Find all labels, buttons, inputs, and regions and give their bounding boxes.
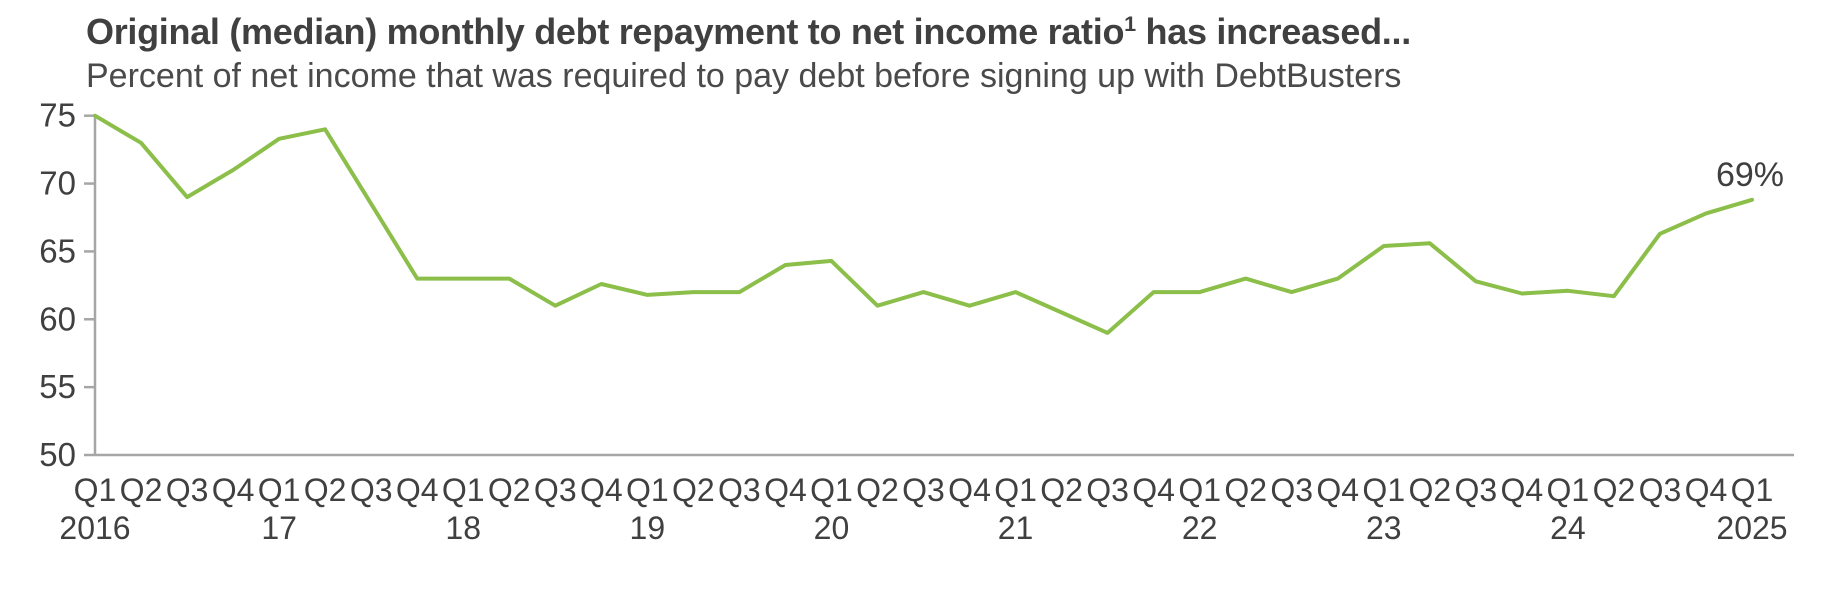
chart-title: Original (median) monthly debt repayment… bbox=[86, 13, 1411, 51]
y-axis-tick-label: 50 bbox=[39, 436, 76, 473]
x-axis-quarter-label: Q2 bbox=[672, 472, 715, 508]
y-axis-tick-label: 70 bbox=[39, 165, 76, 202]
x-axis-quarter-label: Q3 bbox=[1086, 472, 1129, 508]
x-axis-year-label: 24 bbox=[1550, 510, 1586, 546]
chart-title-suffix: has increased... bbox=[1135, 11, 1412, 52]
x-axis-quarter-label: Q1 bbox=[442, 472, 485, 508]
x-axis-year-label: 22 bbox=[1182, 510, 1218, 546]
x-axis-quarter-label: Q1 bbox=[74, 472, 117, 508]
x-axis-quarter-label: Q4 bbox=[580, 472, 623, 508]
x-axis-quarter-label: Q3 bbox=[534, 472, 577, 508]
x-axis-quarter-label: Q1 bbox=[258, 472, 301, 508]
x-axis-quarter-label: Q4 bbox=[1501, 472, 1544, 508]
y-axis-tick-label: 60 bbox=[39, 300, 76, 337]
chart-title-text: Original (median) monthly debt repayment… bbox=[86, 11, 1125, 52]
chart-title-footnote-marker: 1 bbox=[1124, 11, 1136, 36]
x-axis-year-label: 21 bbox=[998, 510, 1034, 546]
x-axis-quarter-label: Q3 bbox=[1454, 472, 1497, 508]
x-axis-quarter-label: Q2 bbox=[1040, 472, 1083, 508]
x-axis-quarter-label: Q3 bbox=[718, 472, 761, 508]
x-axis-quarter-label: Q1 bbox=[1547, 472, 1590, 508]
x-axis-quarter-label: Q2 bbox=[1224, 472, 1267, 508]
x-axis-quarter-label: Q2 bbox=[1593, 472, 1636, 508]
x-axis-year-label: 2025 bbox=[1716, 510, 1787, 546]
x-axis-year-label: 23 bbox=[1366, 510, 1402, 546]
x-axis-quarter-label: Q2 bbox=[1408, 472, 1451, 508]
x-axis-quarter-label: Q4 bbox=[764, 472, 807, 508]
y-axis-tick-label: 65 bbox=[39, 232, 76, 269]
x-axis-quarter-label: Q2 bbox=[488, 472, 531, 508]
x-axis-quarter-label: Q3 bbox=[1639, 472, 1682, 508]
x-axis-year-label: 19 bbox=[630, 510, 666, 546]
x-axis-quarter-label: Q2 bbox=[856, 472, 899, 508]
x-axis-year-label: 2016 bbox=[59, 510, 130, 546]
x-axis-quarter-label: Q1 bbox=[626, 472, 669, 508]
x-axis-quarter-label: Q2 bbox=[304, 472, 347, 508]
x-axis-quarter-label: Q4 bbox=[948, 472, 991, 508]
x-axis-quarter-label: Q1 bbox=[1178, 472, 1221, 508]
x-axis-quarter-label: Q1 bbox=[1731, 472, 1774, 508]
debt-ratio-line bbox=[93, 113, 1754, 335]
x-axis-quarter-label: Q2 bbox=[120, 472, 163, 508]
final-value-label: 69% bbox=[1716, 156, 1784, 194]
x-axis-year-label: 18 bbox=[445, 510, 481, 546]
x-axis-quarter-label: Q4 bbox=[1685, 472, 1728, 508]
x-axis-quarter-label: Q3 bbox=[166, 472, 209, 508]
y-axis-tick-label: 55 bbox=[39, 368, 76, 405]
x-axis-quarter-label: Q3 bbox=[1270, 472, 1313, 508]
x-axis-quarter-label: Q1 bbox=[810, 472, 853, 508]
x-axis-quarter-label: Q3 bbox=[350, 472, 393, 508]
x-axis-year-label: 20 bbox=[814, 510, 850, 546]
x-axis-quarter-label: Q4 bbox=[1132, 472, 1175, 508]
x-axis-quarter-label: Q4 bbox=[212, 472, 255, 508]
chart-subtitle: Percent of net income that was required … bbox=[86, 57, 1402, 95]
x-axis-quarter-label: Q4 bbox=[1316, 472, 1359, 508]
x-axis-year-label: 17 bbox=[261, 510, 297, 546]
x-axis-quarter-label: Q1 bbox=[1362, 472, 1405, 508]
y-axis-tick-label: 75 bbox=[39, 97, 76, 134]
x-axis-quarter-label: Q4 bbox=[396, 472, 439, 508]
x-axis-quarter-label: Q1 bbox=[994, 472, 1037, 508]
x-axis-quarter-label: Q3 bbox=[902, 472, 945, 508]
